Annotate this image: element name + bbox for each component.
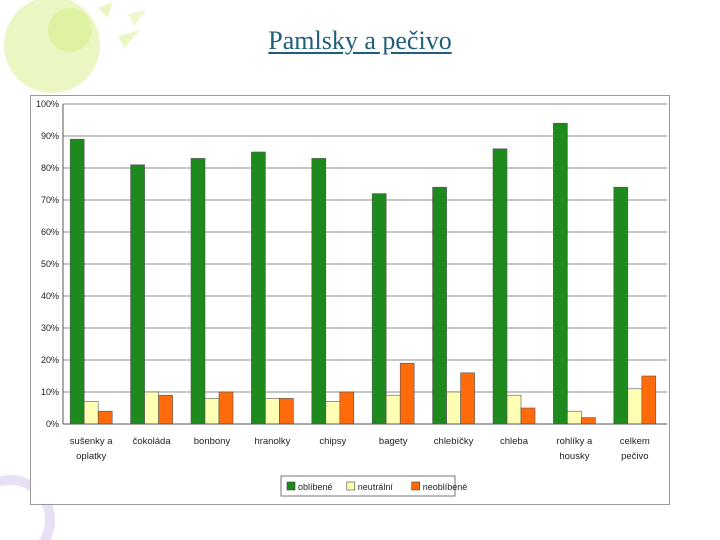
bar xyxy=(251,151,266,425)
bar xyxy=(325,401,341,425)
bar xyxy=(279,398,294,425)
bar xyxy=(130,164,145,425)
x-tick-label: bagety xyxy=(379,436,408,447)
bar xyxy=(265,398,280,425)
y-tick-label: 0% xyxy=(46,419,59,429)
y-tick-label: 40% xyxy=(41,291,59,301)
bar xyxy=(553,122,568,425)
y-tick-label: 20% xyxy=(41,355,59,365)
decor-ray-2 xyxy=(118,30,140,48)
y-tick-label: 70% xyxy=(41,195,59,205)
bar xyxy=(641,375,657,425)
x-tick-label: chlebíčky xyxy=(434,436,474,447)
bar xyxy=(83,401,99,425)
x-tick-label: bonbony xyxy=(194,436,231,447)
x-tick-label: celkem pečivo xyxy=(620,436,650,462)
bar xyxy=(204,398,220,425)
bar xyxy=(613,186,629,425)
bar xyxy=(432,186,447,425)
legend-label: oblíbené xyxy=(298,482,333,492)
x-tick-label: chipsy xyxy=(319,436,346,447)
bar xyxy=(158,394,173,425)
legend-swatch xyxy=(346,481,356,491)
legend-label: neutrální xyxy=(358,482,394,492)
legend-box xyxy=(280,475,456,497)
bars xyxy=(69,122,657,425)
bar xyxy=(492,148,508,425)
y-tick-label: 10% xyxy=(41,387,59,397)
bar xyxy=(385,394,401,425)
x-tick-label: rohlíky a housky xyxy=(556,436,593,462)
x-tick-label: sušenky a oplatky xyxy=(70,436,113,462)
bar xyxy=(446,391,461,425)
bar xyxy=(371,193,387,425)
x-tick-label: chleba xyxy=(500,436,529,447)
chart-container: 0% 10% 20% 30% 40% 50% 60% 70% 80% 90% 100% sušenk… xyxy=(30,95,670,505)
legend: oblíbené neutrální neoblíbené xyxy=(280,475,468,497)
decor-ray-3 xyxy=(128,10,146,26)
bar xyxy=(399,362,415,425)
x-tick-label: hranolky xyxy=(254,436,290,447)
bar xyxy=(311,158,327,425)
legend-swatch xyxy=(411,481,421,491)
decor-ray-1 xyxy=(98,2,112,18)
x-tick-label: čokoláda xyxy=(133,436,172,447)
bar xyxy=(506,394,522,425)
y-tick-label: 50% xyxy=(41,259,59,269)
x-axis: sušenky a oplatky čokoláda bonbony hranolky c… xyxy=(63,423,667,462)
bar xyxy=(627,388,643,425)
y-tick-label: 30% xyxy=(41,323,59,333)
bar xyxy=(581,417,596,425)
legend-swatch xyxy=(286,481,296,491)
decor-ring-bottom xyxy=(0,475,55,540)
bar xyxy=(190,158,206,425)
y-tick-label: 100% xyxy=(36,99,59,109)
bar xyxy=(460,372,475,425)
y-tick-label: 80% xyxy=(41,163,59,173)
legend-label: neoblíbené xyxy=(423,482,468,492)
bar xyxy=(97,410,113,425)
bar-chart: 0% 10% 20% 30% 40% 50% 60% 70% 80% 90% 100% sušenk… xyxy=(36,99,667,497)
y-axis: 0% 10% 20% 30% 40% 50% 60% 70% 80% 90% 100% xyxy=(36,99,64,429)
bar xyxy=(339,391,355,425)
gridlines xyxy=(63,103,667,425)
bar xyxy=(520,407,536,425)
bar xyxy=(218,391,234,425)
bar xyxy=(144,391,159,425)
bar xyxy=(69,138,85,425)
bar xyxy=(567,410,582,425)
y-tick-label: 90% xyxy=(41,131,59,141)
slide-title: Pamlsky a pečivo xyxy=(268,26,452,55)
decor-circle-small xyxy=(48,8,92,52)
y-tick-label: 60% xyxy=(41,227,59,237)
